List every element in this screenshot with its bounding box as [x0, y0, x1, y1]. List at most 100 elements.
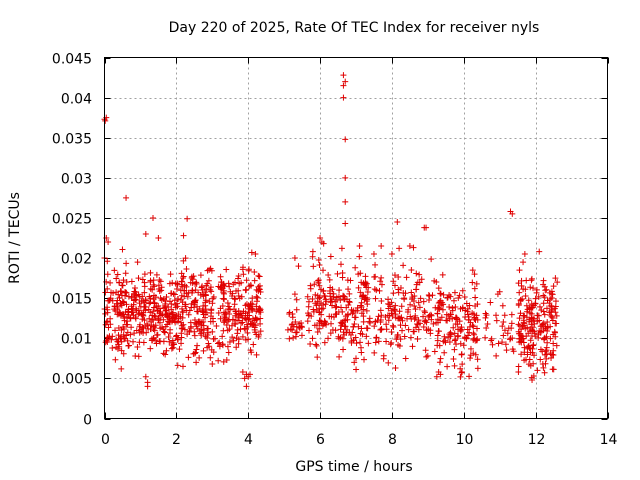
data-point [255, 272, 262, 279]
data-point [538, 307, 545, 314]
data-point [388, 329, 395, 336]
data-point [431, 348, 438, 355]
data-point [449, 307, 456, 314]
data-point [385, 317, 392, 324]
data-point [538, 322, 545, 329]
data-point [371, 286, 378, 293]
data-point [147, 285, 154, 292]
data-point [553, 342, 560, 349]
data-point [337, 326, 344, 333]
data-point [218, 286, 225, 293]
data-point [517, 332, 524, 339]
data-point [543, 286, 550, 293]
data-point [242, 310, 249, 317]
data-point [421, 309, 428, 316]
data-point [452, 336, 459, 343]
data-point [179, 299, 186, 306]
data-point [433, 279, 440, 286]
data-point [227, 288, 234, 295]
data-point [474, 325, 481, 332]
data-point [371, 323, 378, 330]
data-point [173, 333, 180, 340]
data-point [541, 334, 548, 341]
data-point [205, 277, 212, 284]
x-tick-label: 0 [101, 432, 110, 448]
data-point [189, 287, 196, 294]
data-point [106, 297, 113, 304]
data-point [118, 365, 125, 372]
data-point [141, 271, 148, 278]
data-point [482, 314, 489, 321]
data-point [437, 290, 444, 297]
data-point [322, 319, 329, 326]
data-point [114, 271, 121, 278]
data-point [237, 326, 244, 333]
data-point [117, 309, 124, 316]
data-point [376, 287, 383, 294]
data-point [328, 320, 335, 327]
data-point [243, 383, 250, 390]
data-point [162, 310, 169, 317]
y-tick-label: 0 [83, 413, 92, 429]
data-point [375, 313, 382, 320]
data-point [501, 327, 508, 334]
data-point [185, 354, 192, 361]
data-point [249, 295, 256, 302]
data-point [147, 277, 154, 284]
data-point [435, 306, 442, 313]
data-point [435, 327, 442, 334]
data-point [332, 311, 339, 318]
data-point [105, 324, 112, 331]
data-point [473, 280, 480, 287]
data-point [382, 313, 389, 320]
data-point [177, 287, 184, 294]
data-point [544, 327, 551, 334]
data-point [233, 335, 240, 342]
data-point [518, 282, 525, 289]
data-point [325, 335, 332, 342]
data-point [208, 307, 215, 314]
data-point [122, 289, 129, 296]
data-point [499, 323, 506, 330]
data-point [315, 279, 322, 286]
data-point [401, 296, 408, 303]
data-point [320, 302, 327, 309]
data-point [153, 271, 160, 278]
data-point [440, 291, 447, 298]
data-point [422, 347, 429, 354]
data-point [344, 326, 351, 333]
data-point [155, 314, 162, 321]
data-point [305, 298, 312, 305]
data-point [296, 320, 303, 327]
data-point [181, 282, 188, 289]
data-point [104, 271, 111, 278]
data-point [244, 323, 251, 330]
data-point [528, 277, 535, 284]
data-point [467, 355, 474, 362]
data-point [238, 320, 245, 327]
data-point [436, 359, 443, 366]
data-point [225, 306, 232, 313]
data-point [445, 313, 452, 320]
data-point [191, 304, 198, 311]
data-point [102, 289, 109, 296]
data-point [390, 324, 397, 331]
data-point [446, 338, 453, 345]
data-point [401, 333, 408, 340]
data-point [362, 273, 369, 280]
data-point [357, 289, 364, 296]
data-point [373, 334, 380, 341]
data-point [347, 332, 354, 339]
data-point [229, 334, 236, 341]
data-point [541, 369, 548, 376]
data-point [412, 314, 419, 321]
data-point [254, 294, 261, 301]
data-point [515, 369, 522, 376]
data-point [522, 286, 529, 293]
data-point [372, 295, 379, 302]
data-point [235, 311, 242, 318]
data-point [125, 342, 132, 349]
data-point [327, 330, 334, 337]
data-point [204, 344, 211, 351]
data-point [144, 322, 151, 329]
